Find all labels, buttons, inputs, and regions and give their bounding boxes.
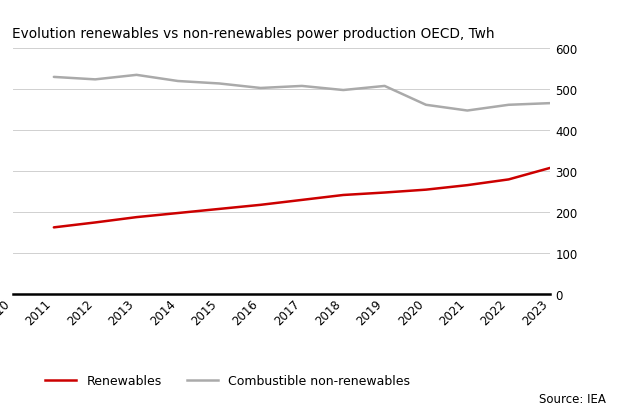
Legend: Renewables, Combustible non-renewables: Renewables, Combustible non-renewables [45, 374, 410, 387]
Text: Evolution renewables vs non-renewables power production OECD, Twh: Evolution renewables vs non-renewables p… [12, 27, 495, 41]
Text: Source: IEA: Source: IEA [539, 392, 606, 405]
